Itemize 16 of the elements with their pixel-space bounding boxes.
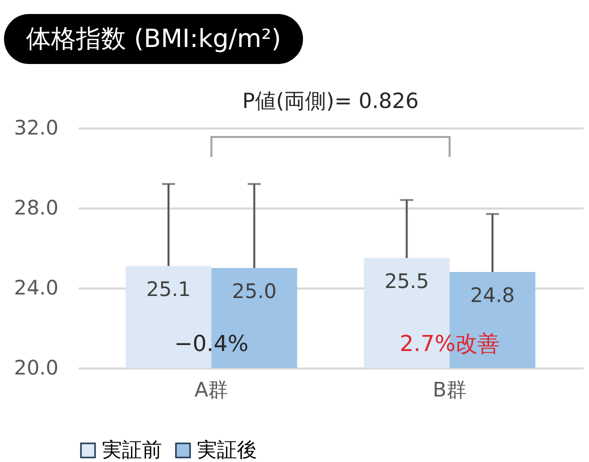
annotation: 2.7%改善 <box>400 332 500 357</box>
text: P値(両側)= 0.826 <box>242 89 419 113</box>
y-tick-label: 20.0 <box>14 356 58 380</box>
x-tick-label: B群 <box>432 378 466 402</box>
text: 25.5 <box>384 269 429 293</box>
text: 24.8 <box>470 283 515 307</box>
text: 25.1 <box>146 277 191 301</box>
x-tick-label: A群 <box>194 378 228 402</box>
legend-label: 実証後 <box>197 437 257 462</box>
annotation: −0.4% <box>174 332 249 357</box>
legend-label: 実証前 <box>102 437 162 462</box>
text: 25.0 <box>232 279 277 303</box>
y-tick-label: 24.0 <box>14 276 58 300</box>
y-tick-label: 32.0 <box>14 116 58 140</box>
chart-title: 体格指数 (BMI:kg/m²) <box>4 14 304 64</box>
y-tick-label: 28.0 <box>14 196 58 220</box>
